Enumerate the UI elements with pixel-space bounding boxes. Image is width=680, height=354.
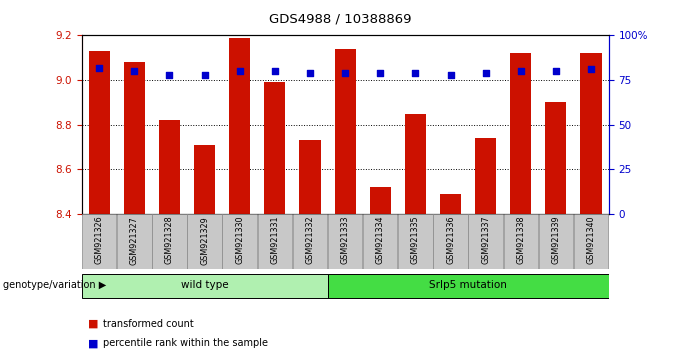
Text: GSM921327: GSM921327 — [130, 216, 139, 264]
Bar — [124, 62, 145, 214]
Text: GSM921328: GSM921328 — [165, 216, 174, 264]
Text: GSM921337: GSM921337 — [481, 216, 490, 264]
Point — [234, 68, 245, 74]
Point — [515, 68, 526, 74]
Point — [445, 72, 456, 78]
Bar — [398, 214, 432, 269]
Text: genotype/variation ▶: genotype/variation ▶ — [3, 280, 107, 290]
Bar — [159, 120, 180, 214]
Point — [305, 70, 316, 76]
Bar — [433, 214, 468, 269]
Bar — [258, 214, 292, 269]
Point — [375, 70, 386, 76]
Point — [164, 72, 175, 78]
Bar — [82, 274, 328, 298]
Text: GSM921339: GSM921339 — [551, 216, 560, 264]
Text: GSM921334: GSM921334 — [376, 216, 385, 264]
Text: GSM921326: GSM921326 — [95, 216, 103, 264]
Bar — [370, 187, 391, 214]
Bar — [469, 214, 503, 269]
Bar — [510, 53, 531, 214]
Bar — [188, 214, 222, 269]
Bar — [82, 214, 116, 269]
Point — [410, 70, 421, 76]
Bar — [229, 38, 250, 214]
Bar — [117, 214, 152, 269]
Bar — [539, 214, 573, 269]
Bar — [405, 114, 426, 214]
Text: GSM921336: GSM921336 — [446, 216, 455, 264]
Bar — [574, 214, 608, 269]
Text: GDS4988 / 10388869: GDS4988 / 10388869 — [269, 12, 411, 25]
Point — [480, 70, 491, 76]
Text: GSM921333: GSM921333 — [341, 216, 350, 264]
Text: GSM921340: GSM921340 — [587, 216, 596, 264]
Bar — [581, 53, 602, 214]
Bar — [88, 51, 109, 214]
Bar — [545, 102, 566, 214]
Bar — [299, 141, 320, 214]
Bar — [504, 214, 538, 269]
Text: Srlp5 mutation: Srlp5 mutation — [429, 280, 507, 290]
Point — [551, 68, 562, 74]
Bar — [265, 82, 286, 214]
Text: GSM921329: GSM921329 — [200, 216, 209, 264]
Bar — [440, 194, 461, 214]
Bar — [152, 214, 186, 269]
Bar — [222, 214, 257, 269]
Bar — [475, 138, 496, 214]
Bar — [293, 214, 327, 269]
Text: percentile rank within the sample: percentile rank within the sample — [103, 338, 269, 348]
Bar — [335, 49, 356, 214]
Point — [129, 68, 140, 74]
Point — [269, 68, 280, 74]
Bar — [363, 214, 397, 269]
Point — [585, 67, 596, 72]
Text: GSM921335: GSM921335 — [411, 216, 420, 264]
Text: transformed count: transformed count — [103, 319, 194, 329]
Bar — [328, 274, 609, 298]
Text: GSM921332: GSM921332 — [305, 216, 314, 264]
Point — [199, 72, 210, 78]
Bar — [328, 214, 362, 269]
Text: ■: ■ — [88, 338, 99, 348]
Bar — [194, 145, 215, 214]
Text: ■: ■ — [88, 319, 99, 329]
Text: GSM921330: GSM921330 — [235, 216, 244, 264]
Text: GSM921331: GSM921331 — [271, 216, 279, 264]
Point — [94, 65, 105, 70]
Text: wild type: wild type — [181, 280, 228, 290]
Text: GSM921338: GSM921338 — [516, 216, 525, 264]
Point — [340, 70, 351, 76]
